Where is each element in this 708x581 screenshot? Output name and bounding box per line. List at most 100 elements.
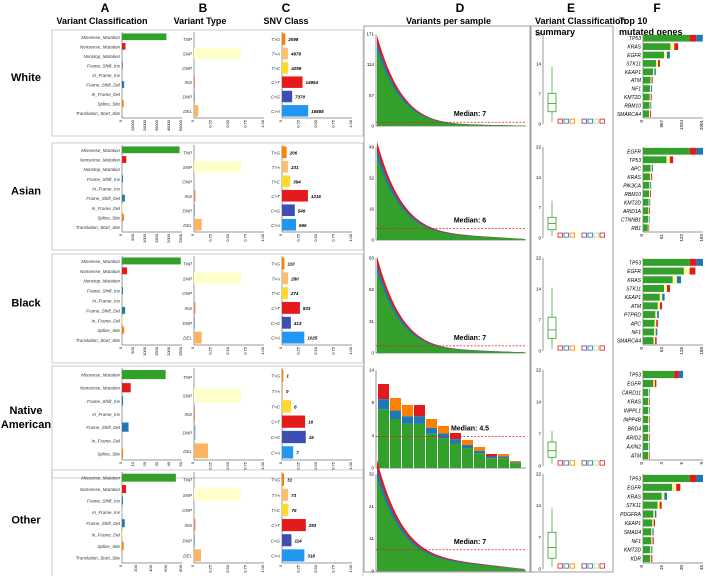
F-bar-frameshift-native-american-0 [679, 371, 683, 378]
F-gene-asian-6: KMT2D [624, 200, 641, 206]
F-bar-missense-white-6 [643, 85, 650, 92]
F-bar-nonsense-other-1 [672, 484, 676, 491]
F-gene-asian-2: APC [630, 166, 642, 172]
B-label-native-american-3: DNP [182, 430, 192, 435]
D-sample-other-native-american-8 [474, 447, 485, 451]
C-value-asian-3: 1216 [311, 194, 322, 199]
F-tick-other-2: 30 [679, 565, 684, 571]
C-bar-other-5 [282, 549, 304, 561]
C-label-other-2: T>C [271, 508, 280, 513]
C-bar-other-0 [282, 474, 284, 486]
F-bar-missense-native-american-4 [643, 407, 648, 414]
D-sample-missense-native-american-9 [486, 458, 497, 468]
F-tick-black-3: 189 [699, 347, 704, 355]
E-box-missense-other [548, 532, 556, 558]
C-label-asian-2: T>C [271, 179, 280, 184]
D-tick-black-0: 0 [371, 351, 374, 356]
A-label-black-8: Translation_Start_Site [76, 338, 121, 343]
C-label-native-american-5: C>A [271, 450, 280, 455]
D-tick-native-american-2: 9 [371, 400, 374, 405]
F-bar-frameshift-black-4 [662, 294, 664, 301]
A-label-asian-2: Nonstop_Mutation [83, 167, 120, 172]
panel-title-D: Variants per sample [406, 16, 491, 26]
B-tick-other-4: 1.00 [260, 564, 265, 573]
D-sample-missense-native-american-4 [426, 434, 437, 468]
A-label-native-american-4: Frame_Shift_Del [86, 425, 121, 430]
F-gene-white-0: TP53 [629, 36, 641, 42]
E-tick-asian-0: 0 [538, 236, 541, 241]
A-label-asian-6: In_Frame_Del [91, 206, 121, 211]
C-value-other-3: 293 [308, 523, 317, 528]
E-tick-other-3: 22 [536, 472, 542, 477]
A-label-black-0: Missense_Mutation [81, 259, 120, 264]
D-tick-asian-1: 16 [369, 207, 375, 212]
F-bar-nonsense-black-3 [664, 285, 667, 292]
C-bar-black-0 [282, 257, 284, 269]
A-bar-white-5 [122, 81, 124, 88]
F-bar-nonsense-white-6 [650, 85, 651, 92]
E-tick-asian-2: 14 [536, 175, 542, 180]
D-tick-native-american-1: 4 [371, 433, 374, 438]
F-gene-white-2: EGFR [627, 53, 641, 59]
F-bar-missense-native-american-0 [643, 371, 674, 378]
F-bar-frameshift-white-9 [650, 110, 651, 117]
D-sample-other-native-american-3 [414, 405, 425, 416]
E-box-missense-native-american [548, 442, 556, 457]
F-bar-missense-other-5 [643, 519, 652, 526]
panel-letter-C: C [282, 1, 291, 15]
B-label-white-5: DEL [183, 109, 192, 114]
C-tick-native-american-3: 0.75 [331, 461, 336, 470]
E-tick-black-1: 7 [538, 318, 541, 323]
A-label-native-american-0: Missense_Mutation [81, 373, 120, 378]
F-bar-missense-other-9 [643, 555, 650, 562]
D-sample-fs-native-american-11 [510, 462, 521, 463]
A-bar-native-american-4 [122, 423, 129, 432]
C-label-other-1: T>A [272, 493, 280, 498]
F-bar-nonsense-other-9 [650, 555, 651, 562]
F-bar-frameshift-asian-7 [649, 207, 650, 214]
F-bar-frameshift-native-american-3 [649, 398, 650, 405]
F-bar-missense-other-3 [643, 502, 658, 509]
panel-letter-A: A [101, 1, 110, 15]
A-tick-white-5: 50000 [178, 119, 183, 131]
F-tick-native-american-3: 9 [699, 462, 704, 465]
E-box-other-white-5 [588, 119, 593, 123]
E-box-other-white-3 [576, 119, 581, 123]
F-tick-black-0: 0 [639, 347, 644, 350]
F-bar-frameshift-black-6 [657, 311, 659, 318]
B-bar-native-american-4 [194, 443, 208, 458]
D-tick-white-3: 171 [366, 32, 374, 37]
F-bar-frameshift-black-1 [690, 268, 696, 275]
panel-title-B: Variant Type [174, 16, 227, 26]
B-tick-native-american-0: 0 [190, 461, 195, 464]
E-tick-other-0: 0 [538, 567, 541, 572]
D-sample-missense-native-american-3 [414, 424, 425, 468]
A-tick-white-0: 0 [118, 119, 123, 122]
F-bar-missense-black-8 [643, 328, 654, 335]
F-gene-other-1: EGFR [627, 485, 641, 491]
B-bar-white-1 [194, 48, 241, 59]
B-label-black-0: TNP [183, 261, 192, 266]
F-bar-nonsense-asian-1 [667, 156, 670, 163]
D-sample-fs-native-american-6 [450, 439, 461, 443]
D-sample-fs-native-american-9 [486, 457, 497, 459]
A-tick-native-american-1: 10 [130, 461, 135, 466]
B-tick-other-2: 0.50 [225, 564, 230, 573]
F-bar-frameshift-native-american-9 [649, 452, 650, 459]
C-label-black-1: T>A [272, 276, 280, 281]
F-bar-nonsense-native-american-2 [648, 389, 649, 396]
C-value-black-3: 833 [303, 306, 311, 311]
C-value-other-1: 73 [291, 493, 297, 498]
F-bar-frameshift-native-american-7 [649, 434, 650, 441]
F-bar-nonsense-native-american-0 [674, 371, 678, 378]
F-gene-black-0: TP53 [629, 260, 641, 266]
F-gene-native-american-4: INPPL1 [624, 409, 641, 415]
B-bar-asian-1 [194, 161, 241, 173]
A-bar-black-3 [122, 287, 123, 294]
B-tick-white-3: 0.75 [243, 119, 248, 128]
D-sample-fs-native-american-8 [474, 451, 485, 454]
D-tick-other-2: 21 [369, 504, 375, 509]
A-bar-asian-3 [122, 175, 123, 182]
D-tick-asian-3: 49 [369, 145, 375, 150]
C-bar-black-5 [282, 332, 304, 344]
